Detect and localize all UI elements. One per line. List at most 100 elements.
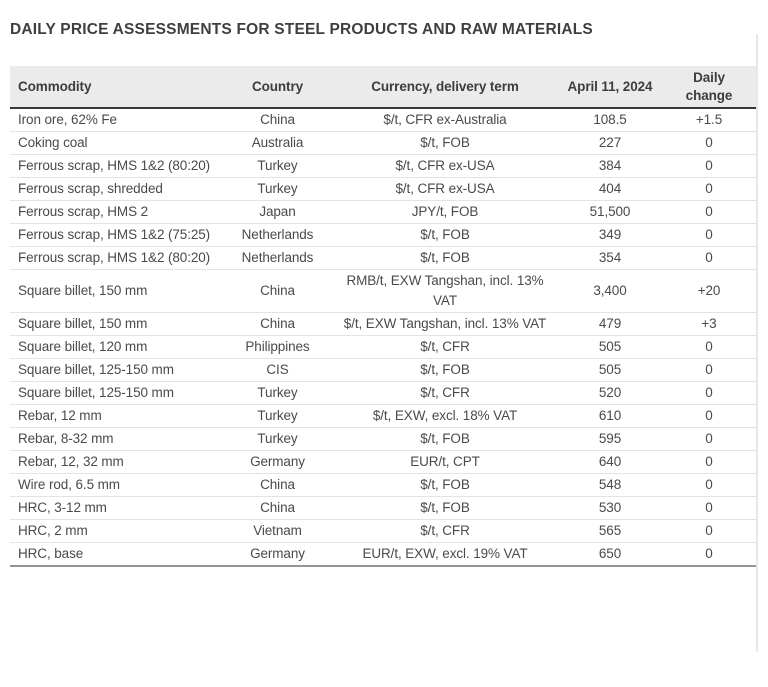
cell-price: 349 [560, 223, 660, 247]
cell-country: Netherlands [225, 223, 330, 247]
cell-currency-delivery-term: $/t, CFR ex-Australia [383, 112, 507, 127]
table-row: Square billet, 125-150 mm Turkey $/t, CF… [10, 381, 758, 405]
cell-daily-change: 0 [660, 246, 758, 270]
cell-daily-change: 0 [660, 177, 758, 201]
cell-daily-change: +20 [660, 269, 758, 313]
cell-currency-delivery-term: JPY/t, FOB [330, 200, 560, 224]
cell-price: 565 [560, 519, 660, 543]
cell-daily-change: 0 [660, 542, 758, 566]
cell-currency-delivery-term: $/t, FOB [330, 496, 560, 520]
cell-currency-delivery-term: $/t, CFR [330, 335, 560, 359]
cell-commodity: Ferrous scrap, shredded [10, 177, 225, 201]
cell-daily-change: 0 [660, 381, 758, 405]
cell-daily-change: 0 [660, 450, 758, 474]
cell-country: China [225, 312, 330, 336]
column-header-date: April 11, 2024 [560, 66, 660, 109]
cell-country: Turkey [225, 381, 330, 405]
table-row: HRC, 2 mm Vietnam $/t, CFR 565 0 [10, 519, 758, 543]
cell-daily-change: 0 [660, 223, 758, 247]
cell-country: China [225, 473, 330, 497]
cell-currency-delivery-term: $/t, FOB [330, 223, 560, 247]
table-row: Square billet, 150 mm China RMB/t, EXW T… [10, 269, 758, 313]
cell-price: 505 [560, 358, 660, 382]
cell-daily-change: +1.5 [695, 112, 723, 127]
cell-country: Turkey [225, 427, 330, 451]
cell-daily-change: 0 [660, 519, 758, 543]
cell-price: 610 [560, 404, 660, 428]
cell-currency-delivery-term: $/t, FOB [330, 246, 560, 270]
cell-currency-delivery-term: $/t, EXW, excl. 18% VAT [330, 404, 560, 428]
table-row: HRC, base Germany EUR/t, EXW, excl. 19% … [10, 542, 758, 566]
price-table: Commodity Country Currency, delivery ter… [10, 66, 758, 567]
table-row: Square billet, 120 mm Philippines $/t, C… [10, 335, 758, 359]
cell-commodity: Ferrous scrap, HMS 1&2 (80:20) [10, 246, 225, 270]
cell-daily-change: 0 [660, 496, 758, 520]
cell-daily-change: 0 [660, 200, 758, 224]
cell-currency-delivery-term: $/t, FOB [330, 473, 560, 497]
cell-country: Turkey [225, 154, 330, 178]
table-row: Ferrous scrap, HMS 1&2 (80:20) Turkey $/… [10, 154, 758, 178]
table-body: Iron ore, 62% Fe China $/t, CFR ex-Austr… [10, 108, 758, 566]
cell-daily-change: 0 [660, 154, 758, 178]
cell-price: 595 [560, 427, 660, 451]
cell-country: China [225, 269, 330, 313]
cell-commodity: HRC, 2 mm [10, 519, 225, 543]
cell-commodity: Square billet, 125-150 mm [10, 381, 225, 405]
cell-country: CIS [225, 358, 330, 382]
cell-country: Turkey [225, 177, 330, 201]
table-row: Rebar, 12, 32 mm Germany EUR/t, CPT 640 … [10, 450, 758, 474]
table-header: Commodity Country Currency, delivery ter… [10, 66, 758, 109]
table-row: Wire rod, 6.5 mm China $/t, FOB 548 0 [10, 473, 758, 497]
cell-commodity: Square billet, 120 mm [10, 335, 225, 359]
column-header-country: Country [225, 66, 330, 109]
cell-price: 530 [560, 496, 660, 520]
table-row: Ferrous scrap, HMS 1&2 (80:20) Netherlan… [10, 246, 758, 270]
cell-country: Germany [225, 542, 330, 566]
table-row: Ferrous scrap, shredded Turkey $/t, CFR … [10, 177, 758, 201]
table-row: Ferrous scrap, HMS 2 Japan JPY/t, FOB 51… [10, 200, 758, 224]
cell-commodity: HRC, base [10, 542, 225, 566]
cell-currency-delivery-term: $/t, CFR ex-USA [330, 177, 560, 201]
cell-daily-change: 0 [660, 427, 758, 451]
cell-currency-delivery-term: $/t, CFR [330, 519, 560, 543]
cell-country: China [260, 112, 295, 127]
cell-commodity: Ferrous scrap, HMS 2 [10, 200, 225, 224]
cell-country: Australia [225, 131, 330, 155]
cell-commodity: Square billet, 150 mm [10, 269, 225, 313]
cell-currency-delivery-term: EUR/t, CPT [330, 450, 560, 474]
cell-currency-delivery-term: RMB/t, EXW Tangshan, incl. 13% VAT [330, 269, 560, 313]
cell-country: China [225, 496, 330, 520]
cell-price: 227 [560, 131, 660, 155]
cell-daily-change: 0 [660, 358, 758, 382]
cell-country: Japan [225, 200, 330, 224]
cell-currency-delivery-term: $/t, CFR [330, 381, 560, 405]
cell-commodity: Rebar, 12, 32 mm [10, 450, 225, 474]
cell-price: 548 [560, 473, 660, 497]
cell-price: 650 [560, 542, 660, 566]
table-row: Square billet, 150 mm China $/t, EXW Tan… [10, 312, 758, 336]
cell-price: 520 [560, 381, 660, 405]
column-header-currency-delivery-term: Currency, delivery term [330, 66, 560, 109]
cell-price: 3,400 [560, 269, 660, 313]
column-header-daily-change: Daily change [660, 66, 758, 109]
vertical-scrollbar[interactable] [756, 34, 758, 652]
cell-currency-delivery-term: $/t, CFR ex-USA [330, 154, 560, 178]
page-title: DAILY PRICE ASSESSMENTS FOR STEEL PRODUC… [10, 21, 593, 38]
cell-commodity: Ferrous scrap, HMS 1&2 (75:25) [10, 223, 225, 247]
cell-price: 505 [560, 335, 660, 359]
cell-price: 51,500 [560, 200, 660, 224]
cell-currency-delivery-term: $/t, EXW Tangshan, incl. 13% VAT [330, 312, 560, 336]
cell-daily-change: 0 [660, 335, 758, 359]
cell-price: 108.5 [593, 112, 627, 127]
cell-daily-change: +3 [660, 312, 758, 336]
table-row: Square billet, 125-150 mm CIS $/t, FOB 5… [10, 358, 758, 382]
cell-daily-change: 0 [660, 404, 758, 428]
cell-currency-delivery-term: $/t, FOB [330, 427, 560, 451]
cell-commodity: Iron ore, 62% Fe [18, 112, 117, 127]
cell-price: 384 [560, 154, 660, 178]
table-row: Rebar, 8-32 mm Turkey $/t, FOB 595 0 [10, 427, 758, 451]
cell-country: Philippines [225, 335, 330, 359]
table-header-row: Commodity Country Currency, delivery ter… [10, 66, 758, 109]
cell-country: Netherlands [225, 246, 330, 270]
table-row: Coking coal Australia $/t, FOB 227 0 [10, 131, 758, 155]
